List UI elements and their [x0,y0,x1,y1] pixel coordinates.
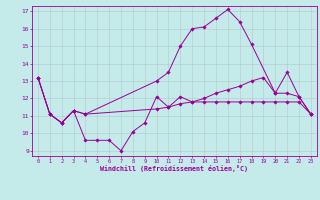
X-axis label: Windchill (Refroidissement éolien,°C): Windchill (Refroidissement éolien,°C) [100,165,248,172]
